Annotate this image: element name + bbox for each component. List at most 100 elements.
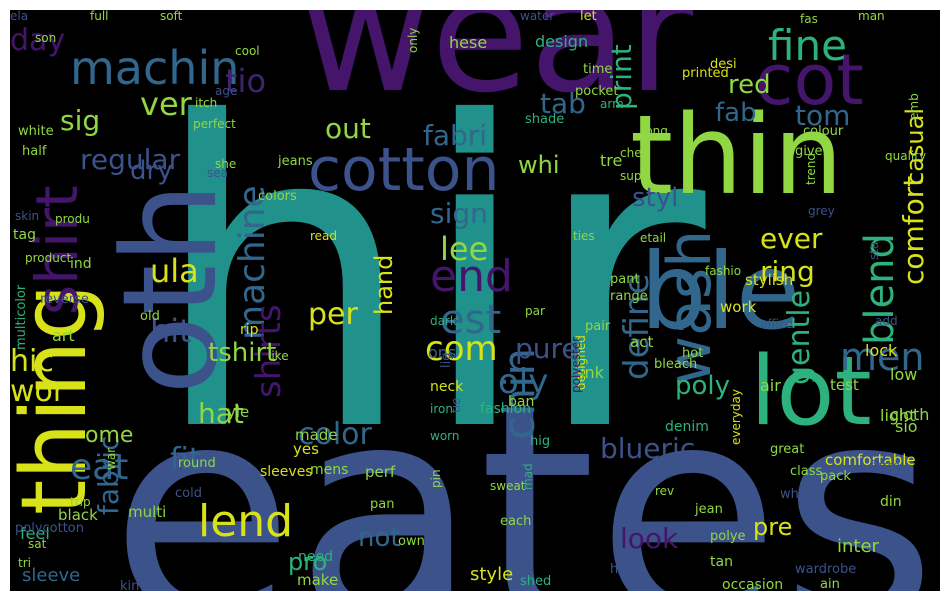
cloud-word: men [840,335,925,379]
cloud-word: soft [160,10,183,23]
cloud-word: range [610,289,648,304]
cloud-word: kin [120,579,140,591]
cloud-word: che [620,146,642,160]
cloud-word: etail [640,231,667,245]
cloud-word: tag [13,227,36,243]
cloud-word: fashion [480,401,532,417]
cloud-word: time [583,62,613,77]
cloud-word: perfect [193,117,236,131]
cloud-word: fabri [423,119,488,152]
cloud-word: styl [632,183,679,213]
cloud-word: dry [130,156,173,186]
cloud-word: par [525,304,545,318]
cloud-word: whit [780,487,808,502]
cloud-word: age [215,84,238,98]
cloud-word: sleeves [260,464,313,480]
cloud-word: sio [895,417,918,436]
cloud-word: ever [760,222,823,255]
cloud-word: high [610,562,639,577]
cloud-word: hat [198,397,244,430]
cloud-word: black [58,506,98,524]
cloud-word: each [500,514,532,529]
cloud-word: stylish [745,271,794,289]
cloud-word: cloth [890,405,930,424]
cloud-word: grey [808,204,835,218]
cloud-word: dark [430,314,457,328]
cloud-word: eat [70,447,129,488]
cloud-word: ban [508,394,535,410]
cloud-word: polycotton [15,521,84,536]
cloud-word: yes [293,440,319,458]
cloud-word: quality [885,149,927,163]
cloud-word: out [325,112,371,145]
cloud-word: lee [440,230,489,268]
cloud-word: est [440,297,502,343]
cloud-word: hic [10,344,54,379]
cloud-word: son [35,31,57,45]
cloud-word: fine [768,21,847,70]
cloud-word: fit [170,442,201,477]
cloud-word: cold [175,486,202,501]
cloud-word: occasion [722,577,784,591]
cloud-word: skin [15,209,40,223]
cloud-word: shed [520,574,552,589]
cloud-word: sea [207,166,228,180]
cloud-word: tio [225,62,267,100]
cloud-word: day [10,23,66,58]
cloud-word: water [520,10,555,23]
cloud-word: pre [753,513,793,541]
cloud-word: tre [600,151,623,170]
cloud-word: machin [70,41,240,95]
cloud-word: comfortable [825,451,916,469]
cloud-word: arm [600,97,624,111]
cloud-word: gentle [782,289,817,385]
cloud-word: design [535,32,589,51]
cloud-word: read [310,229,338,243]
cloud-word: pant [610,272,640,287]
cloud-word: jean [695,502,723,517]
cloud-word: shade [525,112,565,127]
cloud-word: ons [428,343,457,362]
cloud-word: comfort [897,175,930,285]
cloud-word: war [104,447,118,470]
cloud-word: inter [837,536,879,557]
cloud-word: cot [755,39,864,121]
cloud-word: give [795,144,823,159]
cloud-word: rev [655,484,675,498]
cloud-word: white [18,124,54,139]
cloud-word: make [297,571,339,589]
cloud-word: add [875,314,898,328]
cloud-word: multicolor [14,284,29,350]
cloud-word: pocket [575,84,619,99]
cloud-word: polyester [569,336,583,393]
cloud-word: style [470,564,514,585]
cloud-word: ver [140,85,192,123]
cloud-word: bleach [654,357,698,372]
cloud-word: produ [55,212,90,226]
cloud-word: cotton [308,135,500,205]
cloud-word: ble [640,231,801,353]
cloud-word: office [760,317,793,331]
cloud-word: she [215,157,237,171]
cloud-word: class [790,464,823,479]
cloud-word: sat [28,537,47,551]
cloud-word: reverse [40,292,89,307]
cloud-word: tri [18,556,31,570]
cloud-word: tom [795,99,851,132]
cloud-word: trip [70,495,91,509]
cloud-word: sweat [490,479,526,493]
cloud-word: work [720,298,757,316]
cloud-word: ela [10,10,29,23]
cloud-word: lock [865,341,898,360]
cloud-word: made [295,426,338,444]
cloud-word: iron [430,402,453,416]
cloud-word: ome [85,423,134,448]
cloud-word: oly [498,362,549,402]
cloud-word: neck [430,379,464,395]
cloud-word: product [25,251,72,265]
cloud-word: itch [195,96,218,110]
cloud-word: color [298,417,372,452]
cloud-word: everyday [729,389,743,445]
cloud-word: rip [240,322,259,338]
cloud-word: ink [580,363,604,382]
